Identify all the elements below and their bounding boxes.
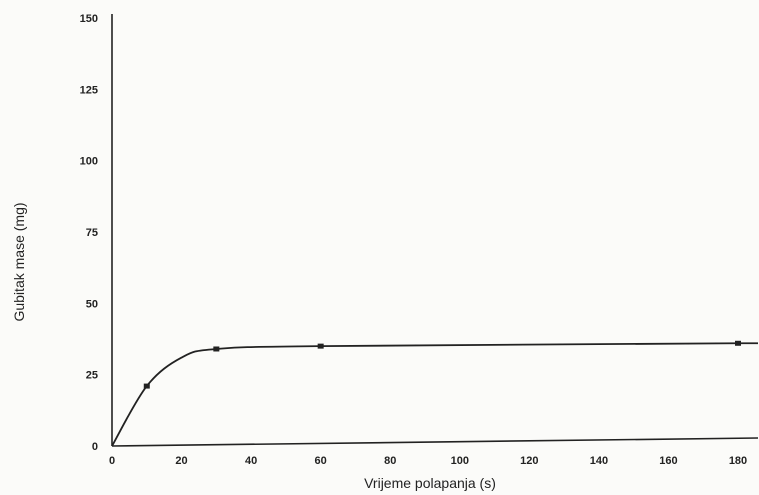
y-tick-label: 100 [80, 156, 98, 168]
x-tick-label: 80 [384, 455, 396, 467]
x-tick-label: 160 [659, 455, 677, 467]
x-tick-label: 180 [729, 455, 747, 467]
data-point [735, 340, 741, 346]
series-line [111, 342, 758, 447]
x-tick-label: 120 [520, 455, 538, 467]
data-point [317, 343, 324, 349]
y-tick-label: 75 [86, 227, 98, 239]
y-tick-label: 125 [80, 84, 98, 96]
y-tick-label: 150 [80, 13, 98, 25]
data-point [143, 383, 150, 389]
y-axis-title: Gubitak mase (mg) [11, 202, 27, 321]
x-tick-label: 40 [245, 455, 257, 467]
y-tick-label: 0 [92, 441, 98, 453]
x-tick-label: 0 [109, 455, 115, 467]
y-tick-label: 50 [86, 298, 98, 310]
data-point [213, 346, 220, 352]
x-tick-label: 20 [175, 455, 187, 467]
y-tick-label: 25 [86, 370, 98, 382]
x-tick-label: 100 [451, 455, 469, 467]
x-axis-line [111, 437, 759, 447]
x-tick-label: 140 [590, 455, 608, 467]
x-axis-title: Vrijeme polapanja (s) [364, 475, 496, 491]
x-tick-label: 60 [315, 455, 327, 467]
